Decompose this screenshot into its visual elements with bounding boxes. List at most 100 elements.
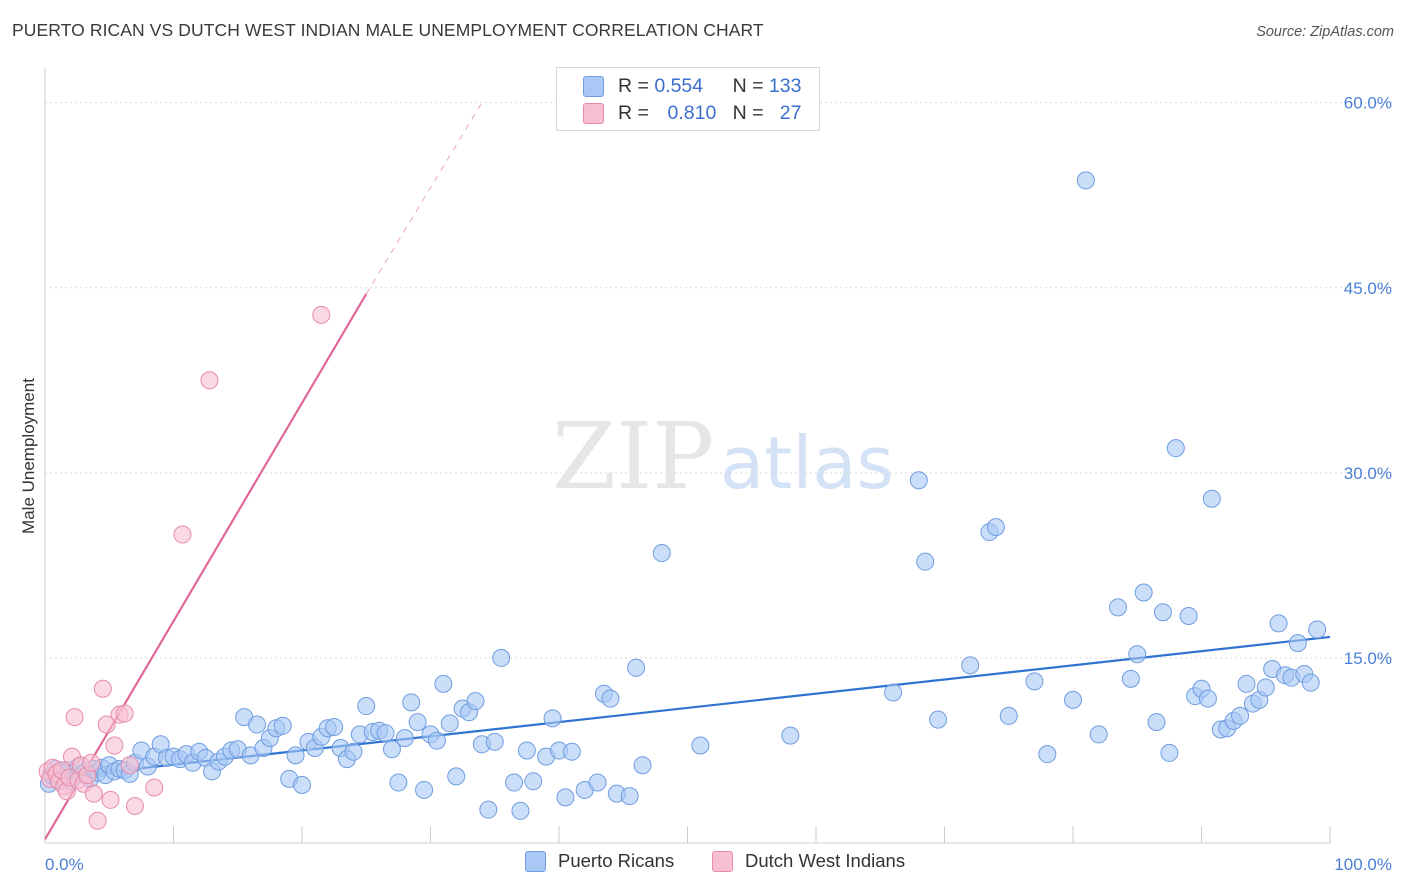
point-puerto-rican xyxy=(466,692,485,711)
r-label: R = xyxy=(618,74,649,97)
point-puerto-rican xyxy=(389,773,408,792)
point-dutch-west-indian xyxy=(125,796,144,815)
point-dutch-west-indian xyxy=(93,679,112,698)
point-puerto-rican xyxy=(248,715,267,734)
point-puerto-rican xyxy=(961,656,980,675)
correlation-legend: R = 0.554 N = 133 R = 0.810 N = 27 xyxy=(556,67,820,131)
point-puerto-rican xyxy=(909,471,928,490)
point-puerto-rican xyxy=(633,756,652,775)
r-value: 0.810 xyxy=(667,101,717,124)
point-puerto-rican xyxy=(781,726,800,745)
point-puerto-rican xyxy=(1256,678,1275,697)
trendline-dutch-west-indians xyxy=(44,293,368,840)
point-puerto-rican xyxy=(293,776,311,795)
point-dutch-west-indian xyxy=(84,784,103,803)
point-puerto-rican xyxy=(1202,489,1221,508)
point-puerto-rican xyxy=(485,732,504,751)
r-value: 0.554 xyxy=(654,74,704,97)
trendline-dutch-west-indians-extension xyxy=(365,102,483,295)
point-puerto-rican xyxy=(1147,713,1166,732)
point-puerto-rican xyxy=(382,740,401,759)
y-tick-label: 45.0% xyxy=(1344,279,1392,298)
legend-row-dutch-west-indians: R = 0.810 N = 27 xyxy=(557,100,801,126)
point-puerto-rican xyxy=(505,773,524,792)
point-puerto-rican xyxy=(588,773,607,792)
y-tick-label: 30.0% xyxy=(1344,464,1392,483)
point-puerto-rican xyxy=(517,741,536,760)
point-puerto-rican xyxy=(447,767,466,786)
point-puerto-rican xyxy=(273,716,292,735)
r-label: R = xyxy=(618,101,649,124)
x-tick-label: 100.0% xyxy=(1334,855,1392,874)
point-puerto-rican xyxy=(408,713,427,732)
chart-title: PUERTO RICAN VS DUTCH WEST INDIAN MALE U… xyxy=(12,20,764,40)
point-dutch-west-indian xyxy=(115,704,134,723)
n-value: 27 xyxy=(779,101,802,124)
point-puerto-rican xyxy=(1269,614,1288,633)
point-puerto-rican xyxy=(1301,673,1320,692)
point-dutch-west-indian xyxy=(200,371,219,390)
point-dutch-west-indian xyxy=(88,811,107,830)
point-dutch-west-indian xyxy=(120,756,139,775)
legend-row-puerto-ricans: R = 0.554 N = 133 xyxy=(557,73,801,99)
point-puerto-rican xyxy=(1160,743,1179,762)
point-puerto-rican xyxy=(691,736,710,755)
point-dutch-west-indian xyxy=(97,715,116,734)
point-puerto-rican xyxy=(1038,745,1057,764)
x-tick-label: 0.0% xyxy=(45,855,84,874)
point-puerto-rican xyxy=(652,544,671,563)
point-puerto-rican xyxy=(357,697,376,716)
watermark-zip: ZIP xyxy=(552,403,714,510)
point-puerto-rican xyxy=(601,689,620,708)
point-puerto-rican xyxy=(402,693,421,712)
y-tick-label: 60.0% xyxy=(1344,94,1392,113)
point-puerto-rican xyxy=(440,714,459,733)
source-label: Source: ZipAtlas.com xyxy=(1256,24,1394,40)
point-puerto-rican xyxy=(1076,171,1095,190)
point-puerto-rican xyxy=(1134,583,1153,602)
point-dutch-west-indian xyxy=(82,753,101,772)
point-puerto-rican xyxy=(344,742,363,761)
point-puerto-rican xyxy=(1089,725,1108,744)
point-puerto-rican xyxy=(492,648,511,667)
point-puerto-rican xyxy=(627,658,646,677)
point-puerto-rican xyxy=(1231,706,1250,725)
point-puerto-rican xyxy=(1121,669,1140,688)
point-dutch-west-indian xyxy=(101,790,120,809)
point-puerto-rican xyxy=(916,552,935,571)
point-puerto-rican xyxy=(1025,672,1044,691)
point-puerto-rican xyxy=(286,746,305,765)
legend-swatch-pink xyxy=(583,102,604,124)
point-puerto-rican xyxy=(1128,645,1147,664)
legend-item-puerto-ricans[interactable]: Puerto Ricans xyxy=(525,850,674,872)
point-puerto-rican xyxy=(1288,634,1307,653)
point-puerto-rican xyxy=(395,729,414,748)
n-label: N = xyxy=(732,101,764,124)
point-dutch-west-indian xyxy=(312,305,331,324)
point-puerto-rican xyxy=(434,674,453,693)
point-puerto-rican xyxy=(1237,674,1256,693)
point-dutch-west-indian xyxy=(105,736,124,755)
point-puerto-rican xyxy=(511,801,530,820)
legend-label: Dutch West Indians xyxy=(745,850,906,871)
point-puerto-rican xyxy=(562,742,581,761)
legend-item-dutch-west-indians[interactable]: Dutch West Indians xyxy=(712,850,905,872)
point-puerto-rican xyxy=(929,710,948,729)
point-puerto-rican xyxy=(376,724,395,743)
zipatlas-watermark: ZIP atlas xyxy=(552,403,894,510)
point-puerto-rican xyxy=(556,788,575,807)
legend-label: Puerto Ricans xyxy=(558,850,675,871)
legend-swatch-blue xyxy=(583,75,604,97)
point-puerto-rican xyxy=(1179,606,1198,625)
n-value: 133 xyxy=(768,74,802,97)
point-puerto-rican xyxy=(884,683,903,702)
point-dutch-west-indian xyxy=(145,778,164,797)
point-dutch-west-indian xyxy=(173,525,192,544)
point-puerto-rican xyxy=(415,780,434,799)
point-puerto-rican xyxy=(1108,598,1127,617)
point-puerto-rican xyxy=(1308,620,1327,639)
point-puerto-rican xyxy=(1153,603,1172,622)
point-puerto-rican xyxy=(986,518,1005,537)
point-puerto-rican xyxy=(620,787,639,806)
point-puerto-rican xyxy=(1198,689,1217,708)
